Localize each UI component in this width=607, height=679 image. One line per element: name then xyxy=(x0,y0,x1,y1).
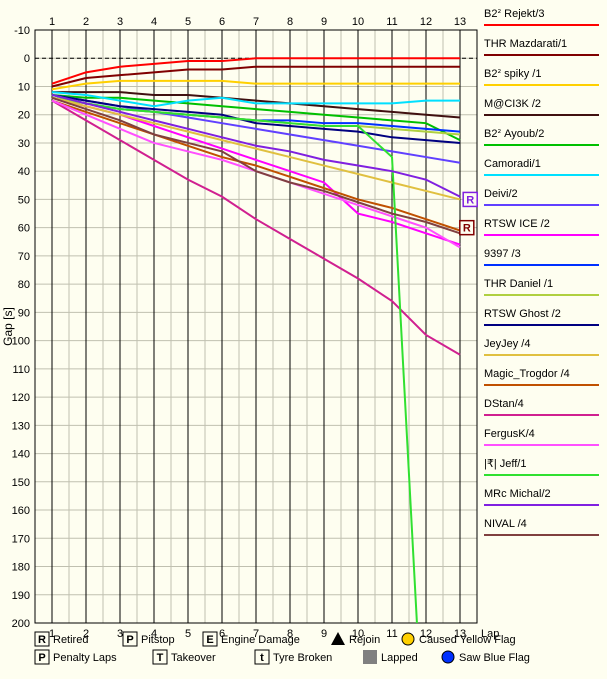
x-tick-top: 13 xyxy=(454,16,466,28)
key-lapped: Lapped xyxy=(381,652,418,664)
x-tick-top: 10 xyxy=(352,16,364,28)
legend-label: Magic_Trogdor /4 xyxy=(484,368,570,380)
legend-label: |₹| Jeff/1 xyxy=(484,458,526,470)
key-rejoin: Rejoin xyxy=(349,634,380,646)
svg-text:R: R xyxy=(38,634,46,646)
key-takeover: Takeover xyxy=(171,652,216,664)
legend-label: M@CI3K /2 xyxy=(484,98,541,110)
y-tick: 20 xyxy=(18,110,30,122)
key-yellow: Caused Yellow Flag xyxy=(419,634,516,646)
legend-label: Deivi/2 xyxy=(484,188,518,200)
y-tick: 10 xyxy=(18,81,30,93)
y-axis-label: Gap [s] xyxy=(1,307,15,346)
x-tick-bot: 3 xyxy=(117,628,123,640)
key-penalty: Penalty Laps xyxy=(53,652,117,664)
x-tick-top: 5 xyxy=(185,16,191,28)
x-tick-top: 7 xyxy=(253,16,259,28)
y-tick: 40 xyxy=(18,166,30,178)
retired-marker-label: R xyxy=(466,194,474,206)
svg-text:P: P xyxy=(126,634,133,646)
legend-label: DStan/4 xyxy=(484,398,524,410)
legend-label: NIVAL /4 xyxy=(484,518,527,530)
legend-label: Camoradi/1 xyxy=(484,158,541,170)
race-gap-chart: -100102030405060708090100110120130140150… xyxy=(0,0,607,679)
legend-label: MRc Michal/2 xyxy=(484,488,551,500)
legend-label: B2ᒾ spiky /1 xyxy=(484,68,541,80)
y-tick: 200 xyxy=(12,618,30,630)
y-tick: 30 xyxy=(18,138,30,150)
x-tick-top: 11 xyxy=(386,16,397,28)
x-tick-top: 8 xyxy=(287,16,293,28)
legend-label: THR Mazdarati/1 xyxy=(484,38,567,50)
x-tick-top: 6 xyxy=(219,16,225,28)
y-tick: 110 xyxy=(12,364,30,376)
y-tick: 190 xyxy=(12,590,30,602)
y-tick: 50 xyxy=(18,194,30,206)
y-tick: 170 xyxy=(12,533,30,545)
y-tick: 180 xyxy=(12,562,30,574)
legend-label: RTSW ICE /2 xyxy=(484,218,550,230)
x-tick-bot: 9 xyxy=(321,628,327,640)
svg-text:E: E xyxy=(206,634,213,646)
legend-label: RTSW Ghost /2 xyxy=(484,308,561,320)
y-tick: 160 xyxy=(12,505,30,517)
svg-text:T: T xyxy=(157,652,164,664)
key-blue: Saw Blue Flag xyxy=(459,652,530,664)
y-tick: 60 xyxy=(18,223,30,235)
key-pitstop: Pitstop xyxy=(141,634,175,646)
y-tick: 120 xyxy=(12,392,30,404)
retired-marker-label: R xyxy=(463,223,471,235)
y-tick: 90 xyxy=(18,307,30,319)
x-tick-top: 12 xyxy=(420,16,432,28)
legend-label: THR Daniel /1 xyxy=(484,278,553,290)
y-tick: 150 xyxy=(12,477,30,489)
y-tick: 80 xyxy=(18,279,30,291)
x-tick-top: 2 xyxy=(83,16,89,28)
y-tick: 70 xyxy=(18,251,30,263)
legend-label: JeyJey /4 xyxy=(484,338,530,350)
chart-svg: -100102030405060708090100110120130140150… xyxy=(0,0,607,679)
key-tyre: Tyre Broken xyxy=(273,652,332,664)
y-tick: 140 xyxy=(12,449,30,461)
y-tick: 130 xyxy=(12,420,30,432)
legend-label: B2ᒾ Rejekt/3 xyxy=(484,8,545,20)
y-tick: -10 xyxy=(14,25,30,37)
x-tick-top: 3 xyxy=(117,16,123,28)
svg-text:P: P xyxy=(38,652,45,664)
svg-text:t: t xyxy=(260,652,264,664)
legend-label: 9397 /3 xyxy=(484,248,521,260)
legend-label: FergusK/4 xyxy=(484,428,535,440)
x-tick-top: 1 xyxy=(49,16,55,28)
x-tick-bot: 11 xyxy=(386,628,397,640)
x-tick-bot: 5 xyxy=(185,628,191,640)
x-tick-top: 4 xyxy=(151,16,157,28)
x-tick-top: 9 xyxy=(321,16,327,28)
key-engine: Engine Damage xyxy=(221,634,300,646)
y-tick: 0 xyxy=(24,53,30,65)
legend-label: B2ᒾ Ayoub/2 xyxy=(484,128,544,140)
key-retired: Retired xyxy=(53,634,88,646)
